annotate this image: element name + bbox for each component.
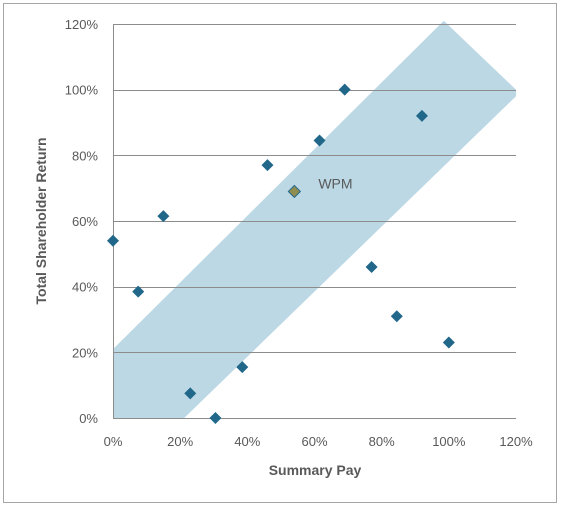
y-tick-label: 20% (72, 345, 98, 360)
x-tick-label: 40% (234, 434, 260, 449)
data-point (209, 412, 222, 424)
highlight-point (287, 184, 302, 199)
data-point (184, 387, 197, 400)
x-tick-label: 20% (167, 434, 193, 449)
data-point (313, 134, 326, 147)
y-tick-labels: 0% 20% 40% 60% 80% 100% 120% (65, 17, 99, 426)
x-tick-label: 100% (432, 434, 466, 449)
y-tick-label: 100% (65, 83, 99, 98)
highlight-label: WPM (318, 175, 352, 191)
x-tick-label: 80% (369, 434, 395, 449)
data-points (107, 83, 455, 424)
data-point (132, 285, 145, 298)
x-tick-label: 60% (301, 434, 327, 449)
trend-band (113, 20, 516, 418)
y-tick-label: 0% (79, 411, 98, 426)
data-point (338, 83, 351, 96)
x-axis-title: Summary Pay (269, 462, 362, 478)
y-tick-label: 80% (72, 148, 98, 163)
y-tick-label: 40% (72, 280, 98, 295)
x-tick-label: 0% (104, 434, 123, 449)
data-point (390, 310, 403, 323)
data-point (236, 361, 249, 374)
y-tick-label: 60% (72, 214, 98, 229)
gridlines (113, 24, 516, 419)
data-point (442, 336, 455, 349)
data-point (365, 260, 378, 273)
x-tick-label: 120% (499, 434, 533, 449)
y-axis-title: Total Shareholder Return (33, 138, 49, 305)
data-point (107, 234, 119, 247)
data-point (415, 109, 428, 122)
data-point (157, 210, 170, 223)
y-tick-label: 120% (65, 17, 99, 32)
data-point (261, 159, 274, 172)
x-tick-labels: 0% 20% 40% 60% 80% 100% 120% (104, 434, 533, 449)
